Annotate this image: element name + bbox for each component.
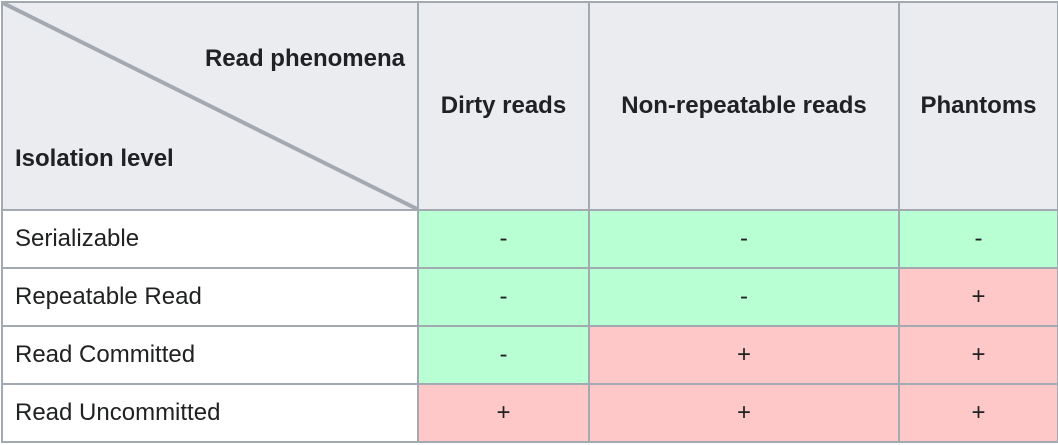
table-cell: +	[588, 325, 900, 385]
table-cell: +	[898, 383, 1058, 443]
table-cell: -	[588, 209, 900, 269]
table-cell: -	[417, 209, 590, 269]
table-cell: +	[898, 325, 1058, 385]
column-header-phantoms: Phantoms	[898, 1, 1058, 211]
table-row: Repeatable Read - - +	[1, 267, 1058, 327]
diagonal-line	[3, 3, 417, 209]
diagonal-divider	[3, 3, 417, 209]
table-cell: -	[417, 267, 590, 327]
column-header-non-repeatable-reads: Non-repeatable reads	[588, 1, 900, 211]
table-cell: -	[417, 325, 590, 385]
table-cell: -	[588, 267, 900, 327]
row-label-read-uncommitted: Read Uncommitted	[1, 383, 419, 443]
table-cell: +	[417, 383, 590, 443]
row-label-read-committed: Read Committed	[1, 325, 419, 385]
read-phenomena-label: Read phenomena	[204, 45, 405, 72]
table-row: Read Committed - + +	[1, 325, 1058, 385]
header-row: Read phenomena Isolation level Dirty rea…	[1, 1, 1058, 211]
row-label-serializable: Serializable	[1, 209, 419, 269]
table-cell: -	[898, 209, 1058, 269]
table-cell: +	[588, 383, 900, 443]
table-row: Read Uncommitted + + +	[1, 383, 1058, 443]
column-header-dirty-reads: Dirty reads	[417, 1, 590, 211]
table-row: Serializable - - -	[1, 209, 1058, 269]
table-cell: +	[898, 267, 1058, 327]
isolation-level-label: Isolation level	[15, 145, 174, 172]
corner-header-cell: Read phenomena Isolation level	[1, 1, 419, 211]
row-label-repeatable-read: Repeatable Read	[1, 267, 419, 327]
